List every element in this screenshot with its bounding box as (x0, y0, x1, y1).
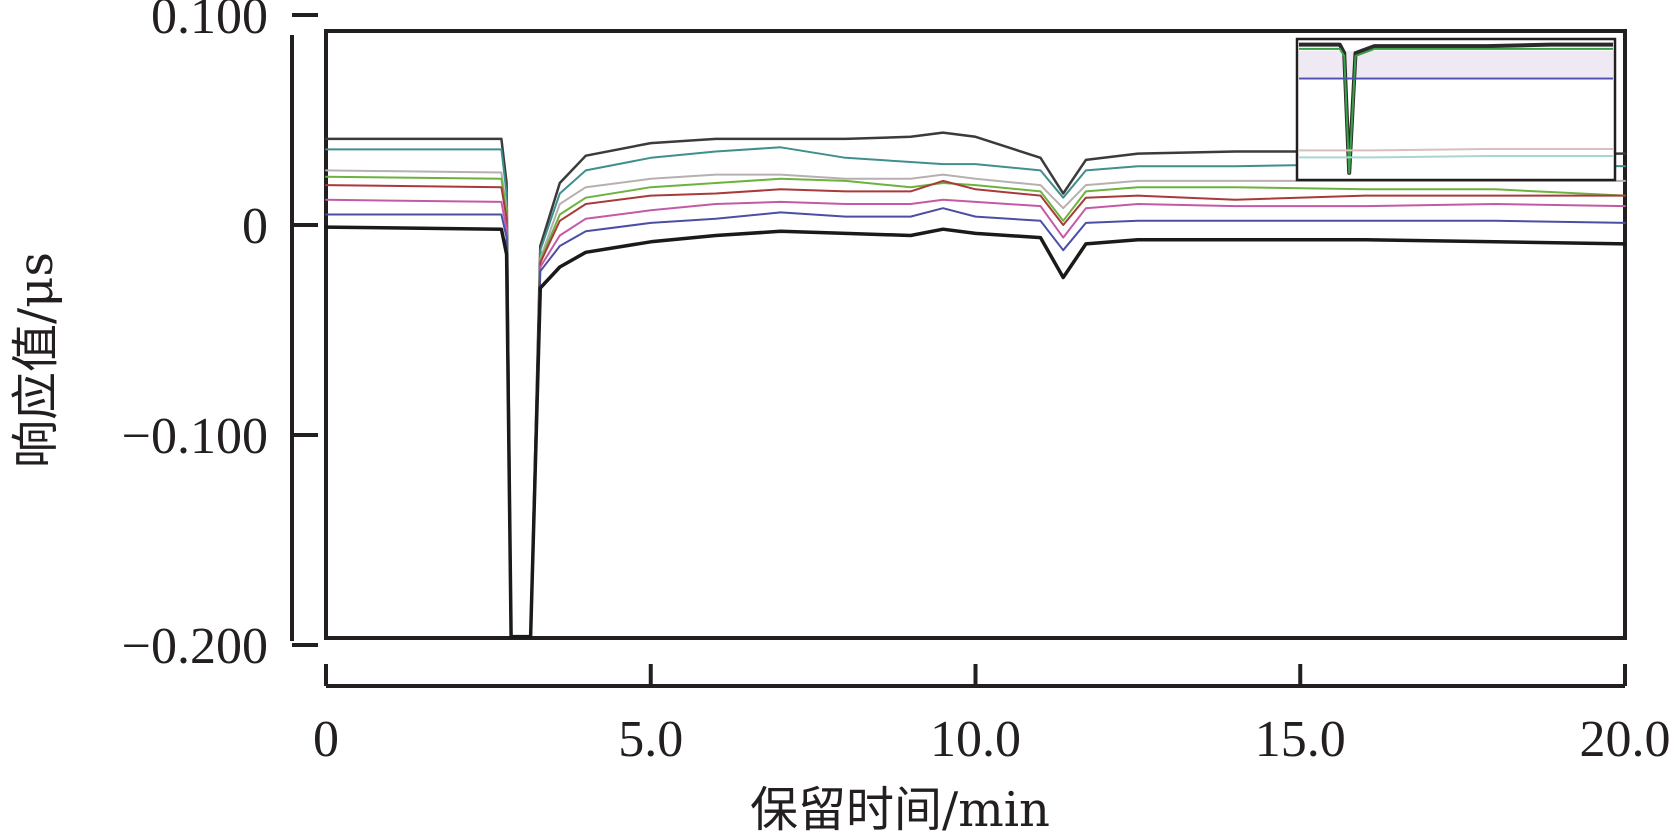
series-line (324, 225, 1627, 639)
y-tick-label: −0.200 (122, 618, 268, 675)
x-tick-label: 0 (313, 711, 339, 768)
x-tick-label: 10.0 (930, 711, 1021, 768)
x-tick-label: 20.0 (1580, 711, 1671, 768)
inset-series-line (1299, 155, 1613, 159)
series-line (325, 175, 1626, 638)
y-tick-label: 0.100 (151, 0, 268, 45)
x-axis: 0 5.0 10.0 15.0 20.0 (313, 664, 1671, 768)
inset-series-line (1299, 47, 1613, 174)
x-tick-label: 5.0 (618, 711, 683, 768)
inset-series-line (1299, 42, 1613, 175)
y-axis-title: 响应值/μs (8, 252, 64, 468)
x-axis-title: 保留时间/min (750, 782, 1050, 835)
x-tick-label: 15.0 (1255, 711, 1346, 768)
plot-frame (324, 29, 1627, 640)
series-line (325, 198, 1626, 638)
y-tick-label: 0 (242, 198, 268, 255)
series-line (325, 179, 1626, 638)
series-group (324, 131, 1627, 639)
inset-band (1299, 51, 1613, 77)
y-axis: 0.100 0 −0.100 −0.200 (122, 0, 318, 675)
series-line (324, 131, 1627, 638)
y-tick-label: −0.100 (122, 408, 268, 465)
inset-panel (1295, 37, 1617, 182)
series-line (325, 207, 1626, 638)
inset-series-line (1299, 148, 1613, 152)
